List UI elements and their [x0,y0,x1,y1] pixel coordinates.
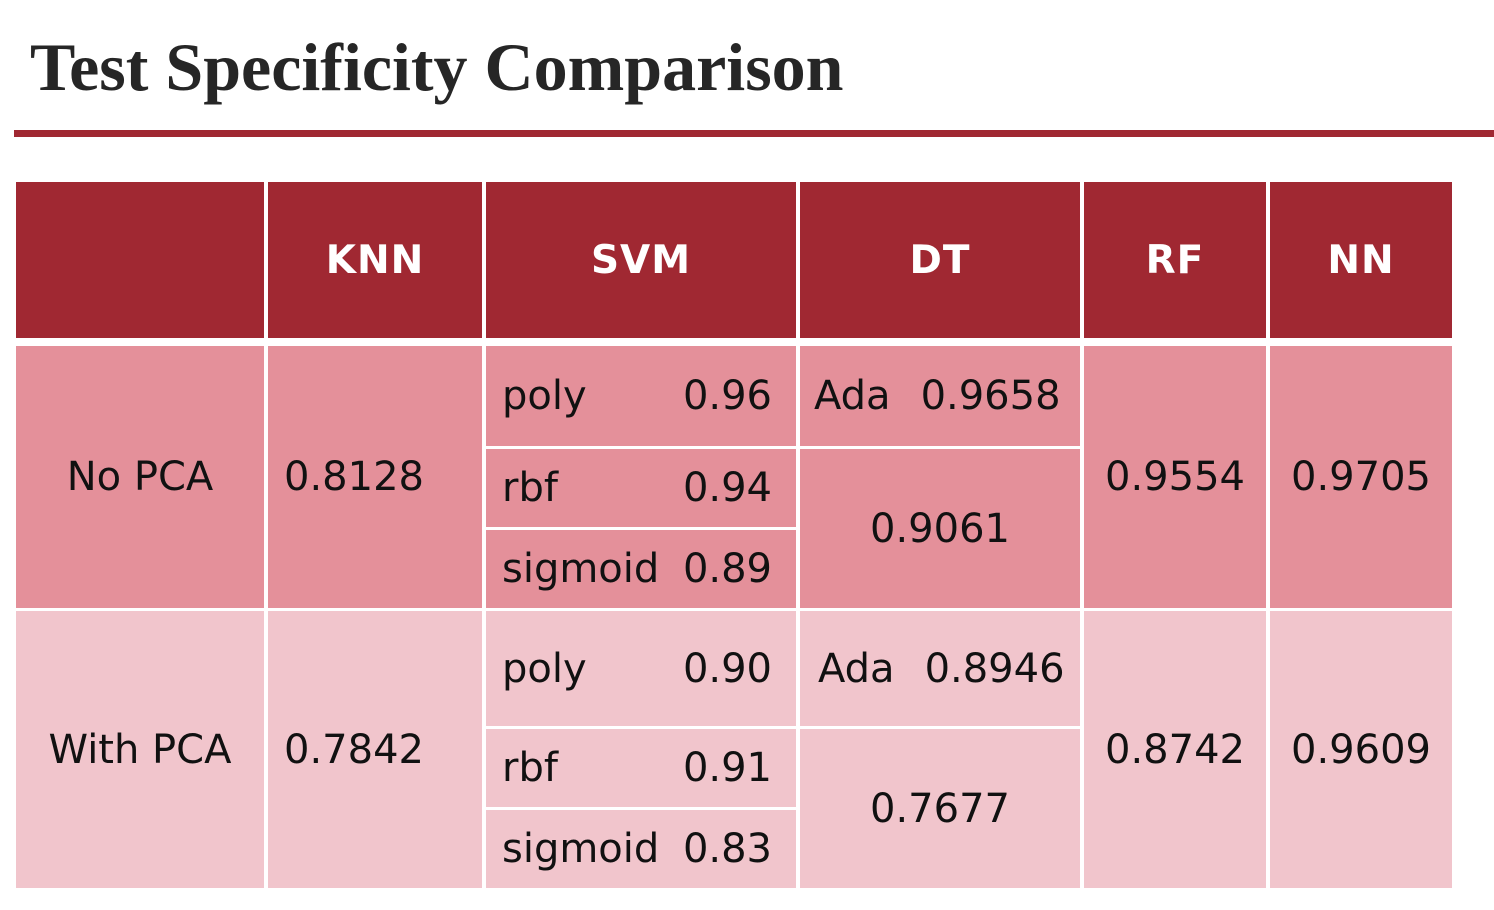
title-divider [14,130,1494,137]
knn-no-pca: 0.8128 [268,346,482,608]
header-svm: SVM [486,182,796,338]
header-rf: RF [1084,182,1266,338]
header-knn: KNN [268,182,482,338]
svm-kernel-value: 0.89 [682,546,772,592]
header-corner-cell [16,182,264,338]
svm-kernel-label: sigmoid [502,546,660,592]
header-dt: DT [800,182,1080,338]
dt-ada-value: 0.8946 [924,645,1065,692]
nn-no-pca: 0.9705 [1270,346,1452,608]
dt-ada-label: Ada [814,373,891,419]
svm-kernel-value: 0.96 [682,373,772,419]
svm-sigmoid-with-pca: sigmoid 0.83 [486,810,796,888]
dt-ada-label: Ada [818,645,895,692]
row-label-with-pca: With PCA [16,611,264,888]
svm-rbf-no-pca: rbf 0.94 [486,449,796,527]
svm-kernel-label: rbf [502,465,558,511]
knn-with-pca: 0.7842 [268,611,482,888]
svm-kernel-label: sigmoid [502,826,660,872]
svm-kernel-label: rbf [502,745,558,791]
svm-kernel-label: poly [502,645,587,692]
svm-kernel-value: 0.83 [682,826,772,872]
dt-ada-no-pca: Ada 0.9658 [800,346,1080,446]
header-nn: NN [1270,182,1452,338]
row-label-no-pca: No PCA [16,346,264,608]
svm-kernel-value: 0.94 [682,465,772,511]
svm-rbf-with-pca: rbf 0.91 [486,729,796,807]
svm-poly-no-pca: poly 0.96 [486,346,796,446]
svm-kernel-value: 0.91 [682,745,772,791]
dt-ada-value: 0.9658 [920,373,1061,419]
svm-poly-with-pca: poly 0.90 [486,611,796,726]
dt-with-pca: 0.7677 [800,729,1080,888]
svm-sigmoid-no-pca: sigmoid 0.89 [486,530,796,608]
svm-kernel-label: poly [502,373,587,419]
rf-with-pca: 0.8742 [1084,611,1266,888]
dt-no-pca: 0.9061 [800,449,1080,608]
dt-ada-with-pca: Ada 0.8946 [800,611,1080,726]
rf-no-pca: 0.9554 [1084,346,1266,608]
nn-with-pca: 0.9609 [1270,611,1452,888]
svm-kernel-value: 0.90 [682,645,772,692]
page-title: Test Specificity Comparison [30,29,844,105]
